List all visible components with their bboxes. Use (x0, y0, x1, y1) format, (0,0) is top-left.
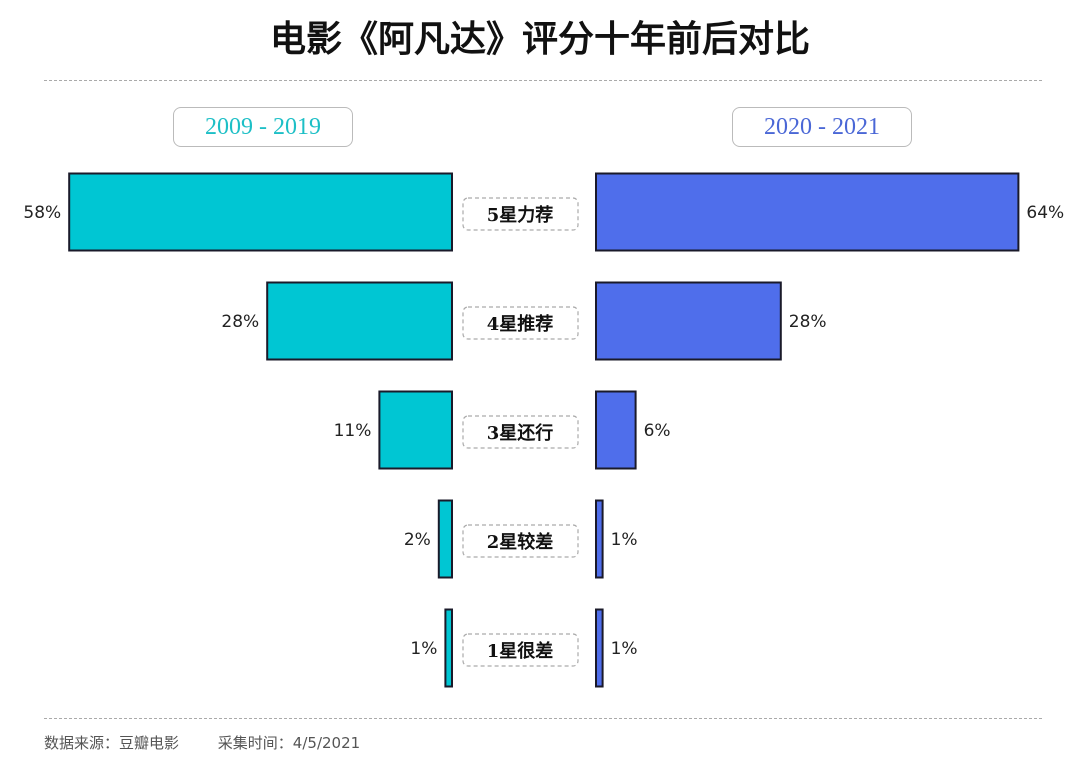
legend-left-period: 2009 - 2019 (173, 107, 353, 147)
category-label: 1星很差 (487, 640, 554, 662)
bar-left (437, 499, 453, 579)
bar-right (595, 281, 782, 361)
value-label-left: 28% (221, 312, 259, 332)
value-label-right: 1% (611, 639, 638, 659)
category-box (462, 197, 579, 231)
bar-left (266, 281, 454, 361)
category-box (462, 306, 579, 340)
value-label-left: 11% (334, 421, 372, 441)
bar-left (378, 390, 453, 470)
category-label: 2星较差 (487, 531, 554, 553)
top-divider (44, 80, 1042, 81)
collection-time: 采集时间：4/5/2021 (217, 734, 361, 752)
bar-right (595, 390, 637, 470)
category-label: 5星力荐 (487, 204, 554, 226)
data-source: 数据来源：豆瓣电影 (44, 734, 180, 752)
bar-right (595, 608, 604, 688)
value-label-right: 1% (611, 530, 638, 550)
value-label-right: 28% (789, 312, 827, 332)
value-label-left: 2% (404, 530, 431, 550)
chart-title: 电影《阿凡达》评分十年前后对比 (269, 18, 810, 60)
value-label-left: 58% (23, 203, 61, 223)
category-box (462, 415, 579, 449)
value-label-left: 1% (410, 639, 437, 659)
bar-left (444, 608, 453, 688)
footer: 数据来源：豆瓣电影 采集时间：4/5/2021 (44, 732, 394, 753)
category-label: 3星还行 (487, 422, 554, 444)
bar-right (595, 172, 1020, 252)
bar-left (68, 172, 453, 252)
bottom-divider (44, 718, 1042, 719)
category-box (462, 524, 579, 558)
bar-right (595, 499, 604, 579)
value-label-right: 64% (1026, 203, 1064, 223)
category-box (462, 633, 579, 667)
category-label: 4星推荐 (487, 313, 554, 335)
value-label-right: 6% (644, 421, 671, 441)
legend-right-period: 2020 - 2021 (732, 107, 912, 147)
